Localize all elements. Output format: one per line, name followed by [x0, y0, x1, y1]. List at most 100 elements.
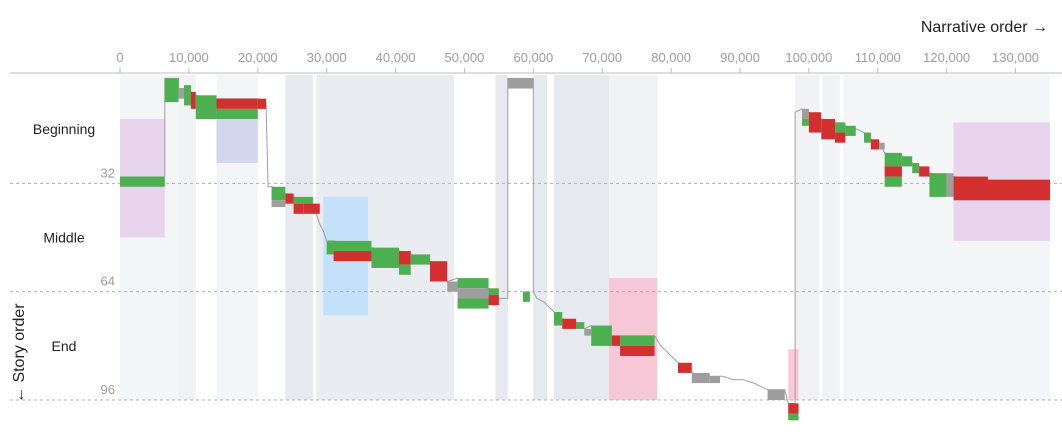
scene-block [164, 78, 179, 103]
scene-block [845, 125, 856, 136]
highlight-box [788, 349, 799, 400]
scene-block [333, 240, 372, 252]
scene-block [293, 203, 304, 214]
segment-label: End [52, 338, 77, 354]
scene-block [584, 328, 592, 336]
x-tick-label: 0 [116, 50, 123, 65]
scene-block [457, 298, 489, 309]
scene-block [591, 325, 612, 346]
scene-block [788, 403, 799, 414]
scene-block [371, 247, 399, 268]
background-band [822, 75, 840, 400]
scene-block [430, 261, 448, 282]
scene-block [919, 166, 930, 177]
scene-block [457, 288, 489, 299]
x-axis-ticks: 0 10,000 20,000 30,000 40,000 50,000 60,000 70,… [116, 50, 1039, 73]
x-tick-label: 110,000 [855, 50, 901, 65]
scene-block [620, 335, 655, 346]
scene-block [457, 278, 489, 289]
scene-block [901, 156, 913, 167]
scene-block [953, 176, 988, 201]
scene-block [271, 200, 286, 208]
background-band [285, 75, 313, 400]
scene-block [120, 176, 165, 187]
scene-block [808, 112, 822, 133]
background-band [495, 75, 508, 400]
x-tick-label: 50,000 [445, 50, 485, 65]
scene-block [399, 264, 411, 275]
scene-block [802, 108, 809, 120]
scene-block [333, 251, 372, 262]
scene-block [399, 251, 411, 265]
x-tick-label: 120,000 [923, 50, 970, 65]
y-axis-ticks: 32 64 96 [101, 165, 115, 397]
background-band [178, 75, 196, 400]
scene-block [326, 240, 334, 255]
scene-block [271, 186, 286, 201]
x-tick-label: 30,000 [307, 50, 347, 65]
scene-block [303, 203, 320, 214]
scene-block [620, 345, 655, 356]
y-tick-label: 96 [101, 382, 115, 397]
scene-block [178, 88, 185, 99]
y-tick-label: 64 [101, 274, 115, 289]
segment-labels: Beginning Middle End [33, 121, 95, 354]
scene-blocks [120, 78, 1050, 421]
scene-block [884, 152, 902, 167]
scene-block [184, 85, 191, 106]
scene-block [195, 95, 217, 120]
scene-block [767, 389, 785, 400]
scene-block [507, 78, 534, 89]
background-band [533, 75, 548, 400]
scene-block [821, 119, 836, 140]
scene-block [410, 254, 430, 265]
x-tick-label: 60,000 [513, 50, 553, 65]
x-axis-title: Narrative order → [921, 19, 1048, 36]
scene-block [285, 193, 294, 204]
scene-block [611, 335, 621, 346]
scene-block [216, 108, 258, 120]
scene-block [447, 281, 458, 292]
y-tick-label: 32 [101, 165, 115, 180]
scene-block [691, 372, 710, 384]
x-tick-label: 130,000 [992, 50, 1039, 65]
x-tick-label: 10,000 [169, 50, 209, 65]
segment-label: Middle [43, 230, 84, 246]
x-tick-label: 70,000 [582, 50, 622, 65]
scene-block [912, 163, 920, 174]
segment-label: Beginning [33, 121, 95, 137]
scene-block [678, 362, 692, 373]
background-bands [120, 75, 1050, 400]
scene-block [802, 119, 809, 126]
scene-block [835, 122, 846, 133]
scene-block [488, 288, 499, 296]
x-tick-label: 40,000 [376, 50, 416, 65]
scene-block [554, 311, 563, 326]
scene-block [562, 318, 577, 329]
x-tick-label: 20,000 [238, 50, 278, 65]
scene-block [576, 322, 585, 329]
scene-block [257, 98, 267, 109]
scene-block [946, 173, 954, 197]
scene-block [929, 173, 947, 197]
x-tick-label: 80,000 [651, 50, 691, 65]
scene-block [788, 413, 799, 421]
background-band [554, 75, 610, 400]
scene-block [988, 179, 1050, 201]
scene-block [835, 132, 846, 143]
scene-block [293, 196, 313, 204]
scene-block [523, 291, 530, 302]
x-tick-label: 100,000 [785, 50, 832, 65]
x-tick-label: 90,000 [720, 50, 760, 65]
scene-block [870, 139, 880, 150]
scene-block [709, 376, 721, 384]
scene-block [864, 132, 871, 143]
scene-block [884, 166, 902, 177]
y-axis-title: ← Story order [11, 303, 28, 403]
scene-block [488, 295, 499, 306]
scene-block [884, 176, 902, 187]
scene-block [190, 91, 196, 109]
scene-block [216, 98, 258, 109]
scene-block [879, 142, 885, 150]
